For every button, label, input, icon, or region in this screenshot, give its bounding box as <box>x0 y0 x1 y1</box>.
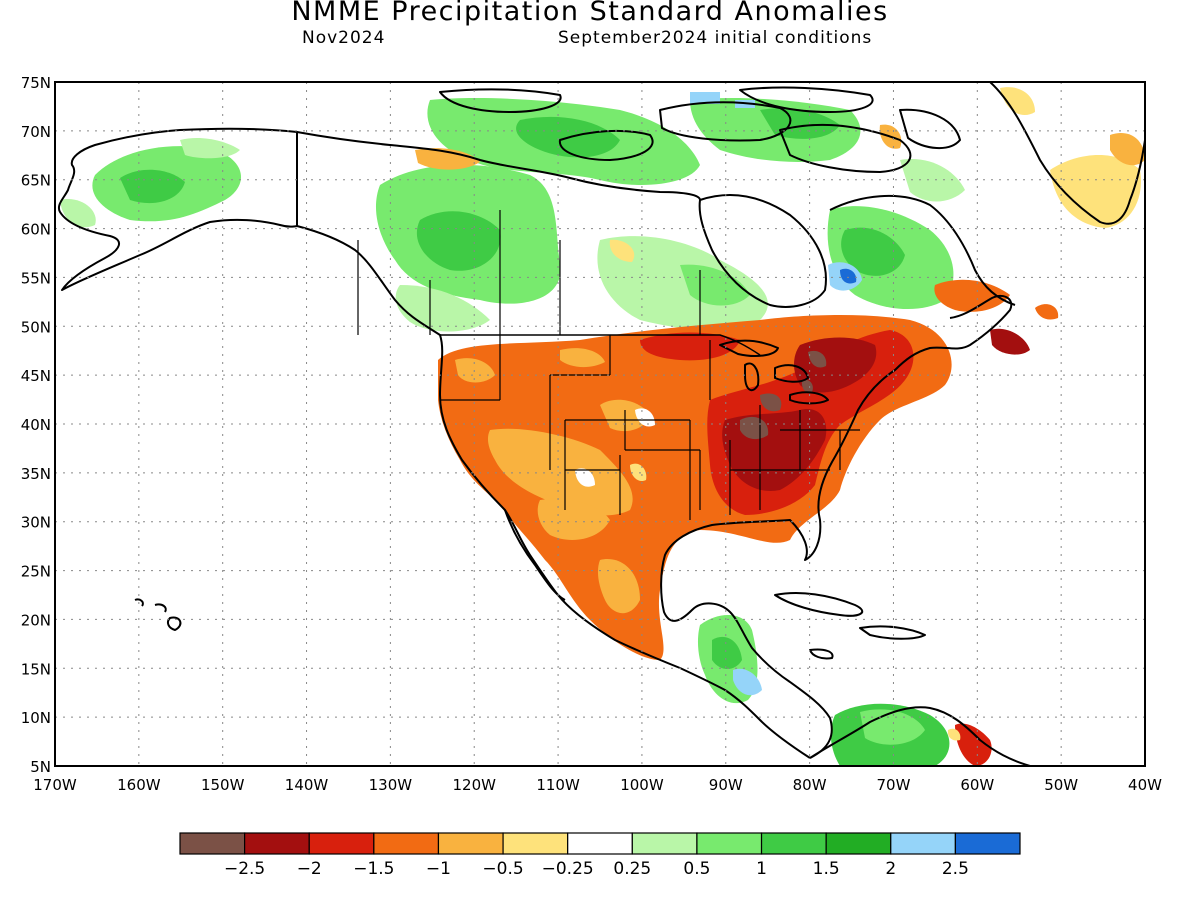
coastlines-and-borders <box>58 82 1145 766</box>
longitude-label: 150W <box>201 776 245 794</box>
legend-label: 1 <box>756 859 767 879</box>
longitude-label: 40W <box>1128 776 1162 794</box>
legend-swatch <box>696 832 763 855</box>
legend-swatch <box>373 832 440 855</box>
legend-label: 1.5 <box>813 859 840 879</box>
longitude-label: 110W <box>536 776 580 794</box>
legend-label: 2.5 <box>942 859 969 879</box>
longitude-label: 170W <box>33 776 77 794</box>
legend-swatch <box>437 832 504 855</box>
legend-swatch <box>502 832 569 855</box>
legend-swatch <box>631 832 698 855</box>
longitude-label: 100W <box>620 776 664 794</box>
forecast-month: Nov2024 <box>302 28 386 48</box>
latitude-label: 45N <box>21 367 51 385</box>
latitude-label: 65N <box>21 172 51 190</box>
longitude-label: 140W <box>285 776 329 794</box>
longitude-label: 90W <box>709 776 743 794</box>
latitude-label: 40N <box>21 416 51 434</box>
latitude-label: 35N <box>21 465 51 483</box>
latitude-label: 75N <box>21 74 51 92</box>
map-title: NMME Precipitation Standard Anomalies <box>291 0 889 27</box>
latitude-labels: 75N 70N 65N 60N 55N 50N 45N 40N 35N 30N 25N 20N 15N 1… <box>21 74 51 776</box>
legend-labels: −2.5 −2 −1.5 −1 −0.5 −0.25 0.25 0.5 1 1.5 2 2.5 <box>224 859 969 879</box>
longitude-label: 50W <box>1044 776 1078 794</box>
latitude-label: 60N <box>21 221 51 239</box>
latitude-label: 10N <box>21 709 51 727</box>
legend-label: −0.25 <box>542 859 594 879</box>
legend-swatch <box>825 832 892 855</box>
legend-label: 0.5 <box>683 859 710 879</box>
legend-label: −1 <box>426 859 451 879</box>
initial-conditions: September2024 initial conditions <box>558 28 873 48</box>
longitude-label: 160W <box>117 776 161 794</box>
longitude-label: 130W <box>369 776 413 794</box>
legend-label: −2.5 <box>224 859 265 879</box>
longitude-labels: 170W 160W 150W 140W 130W 120W 110W 100W 90W 80W 70… <box>33 776 1162 794</box>
legend-swatch <box>567 832 633 855</box>
legend-label: −0.5 <box>482 859 523 879</box>
longitude-label: 60W <box>960 776 994 794</box>
longitude-label: 70W <box>877 776 911 794</box>
longitude-label: 120W <box>452 776 496 794</box>
map-frame <box>54 81 1146 767</box>
latitude-label: 50N <box>21 318 51 336</box>
legend-label: −2 <box>297 859 322 879</box>
legend-label: −1.5 <box>353 859 394 879</box>
latitude-label: 55N <box>21 269 51 287</box>
legend-swatch <box>760 832 827 855</box>
legend-swatch <box>954 832 1021 855</box>
latitude-label: 20N <box>21 611 51 629</box>
legend-label: 2 <box>885 859 896 879</box>
color-legend <box>179 832 1021 855</box>
graticule <box>55 82 1145 766</box>
latitude-label: 25N <box>21 563 51 581</box>
legend-swatch <box>244 832 310 855</box>
longitude-label: 80W <box>793 776 827 794</box>
legend-label: 0.25 <box>613 859 651 879</box>
latitude-label: 70N <box>21 123 51 141</box>
legend-swatch <box>890 832 956 855</box>
legend-swatch <box>179 832 246 855</box>
latitude-label: 5N <box>30 758 51 776</box>
latitude-label: 15N <box>21 660 51 678</box>
latitude-label: 30N <box>21 514 51 532</box>
legend-swatch <box>308 832 375 855</box>
